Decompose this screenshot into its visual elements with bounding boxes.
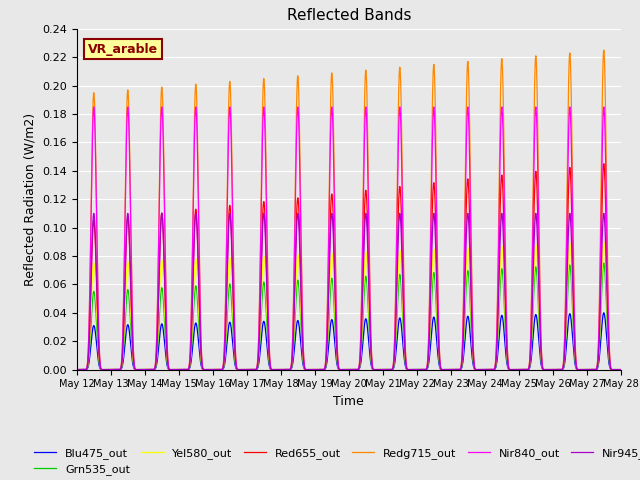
Redg715_out [611,367,619,372]
Blu475_out [534,323,541,329]
Blu475_out [73,367,81,372]
Red655_out [467,244,474,250]
Nir945_out [534,249,541,255]
Redg715_out [467,169,474,175]
Red655_out [534,210,541,216]
Red655_out [184,367,192,372]
Nir840_out [184,366,192,372]
Red655_out [600,161,607,167]
Yel580_out [534,268,541,274]
Nir840_out [534,169,541,175]
Redg715_out [600,47,607,53]
Grn535_out [419,367,426,372]
Yel580_out [600,239,607,245]
Grn535_out [617,367,625,372]
Red655_out [419,367,426,372]
Line: Redg715_out: Redg715_out [77,50,621,370]
Nir945_out [90,211,98,216]
Yel580_out [419,367,426,372]
Line: Nir945_out: Nir945_out [77,214,621,370]
Nir840_out [90,104,98,110]
Redg715_out [617,367,625,372]
Red655_out [501,274,509,280]
X-axis label: Time: Time [333,395,364,408]
Yel580_out [501,308,509,313]
Title: Reflected Bands: Reflected Bands [287,9,411,24]
Redg715_out [534,119,541,125]
Line: Red655_out: Red655_out [77,164,621,370]
Grn535_out [534,286,541,291]
Grn535_out [184,367,192,372]
Nir840_out [419,367,426,372]
Grn535_out [501,319,509,324]
Grn535_out [467,303,474,309]
Yel580_out [184,367,192,372]
Blu475_out [501,341,509,347]
Line: Nir840_out: Nir840_out [77,107,621,370]
Yel580_out [611,367,619,372]
Redg715_out [419,367,426,372]
Nir945_out [617,367,625,372]
Yel580_out [73,367,81,372]
Nir840_out [617,367,625,372]
Legend: Blu475_out, Grn535_out, Yel580_out, Red655_out, Redg715_out, Nir840_out, Nir945_: Blu475_out, Grn535_out, Yel580_out, Red6… [29,444,640,480]
Nir840_out [467,209,474,215]
Grn535_out [73,367,81,372]
Redg715_out [501,218,509,224]
Grn535_out [600,260,607,266]
Text: VR_arable: VR_arable [88,43,158,56]
Yel580_out [467,288,474,294]
Blu475_out [419,367,426,372]
Line: Yel580_out: Yel580_out [77,242,621,370]
Red655_out [73,367,81,372]
Line: Grn535_out: Grn535_out [77,263,621,370]
Nir840_out [501,252,509,258]
Nir840_out [73,367,81,372]
Nir945_out [184,367,192,372]
Blu475_out [467,333,474,338]
Nir945_out [611,367,619,372]
Nir840_out [611,367,619,372]
Nir945_out [467,273,474,278]
Red655_out [611,367,619,372]
Line: Blu475_out: Blu475_out [77,313,621,370]
Blu475_out [600,310,607,316]
Blu475_out [611,367,619,372]
Blu475_out [184,367,192,372]
Nir945_out [73,367,81,372]
Red655_out [617,367,625,372]
Yel580_out [617,367,625,372]
Blu475_out [617,367,625,372]
Nir945_out [419,367,426,372]
Nir945_out [501,299,509,304]
Redg715_out [73,367,81,372]
Grn535_out [611,367,619,372]
Y-axis label: Reflected Radiation (W/m2): Reflected Radiation (W/m2) [24,113,36,286]
Redg715_out [184,367,192,372]
